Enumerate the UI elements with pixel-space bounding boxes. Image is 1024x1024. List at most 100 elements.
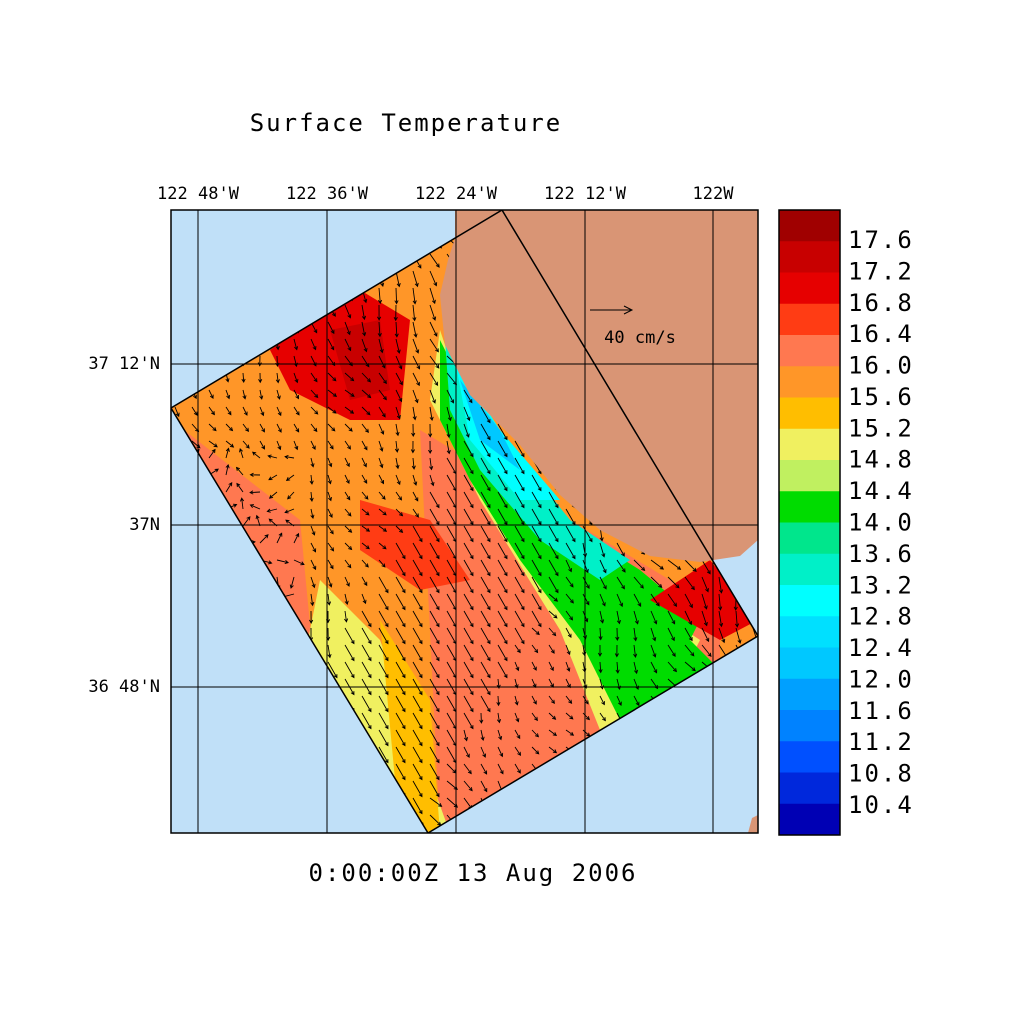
current-arrow	[598, 627, 603, 641]
land	[748, 815, 758, 833]
current-arrow	[378, 525, 388, 532]
current-arrow	[395, 525, 404, 534]
current-arrow	[395, 491, 403, 501]
colorbar-label: 14.8	[848, 446, 914, 474]
current-arrow	[395, 610, 406, 628]
current-arrow	[429, 372, 439, 387]
current-arrow	[497, 559, 508, 577]
current-arrow	[259, 831, 270, 833]
colorbar: 17.6 17.2 16.8 16.4 16.0 15.6 15.2 14.8 14.4 14.0…	[778, 209, 914, 836]
current-arrow	[327, 321, 335, 335]
current-arrow	[429, 712, 440, 730]
current-arrow	[548, 644, 555, 654]
current-arrow	[412, 797, 423, 815]
lat-label: 37N	[129, 515, 160, 535]
current-arrow	[514, 542, 525, 560]
current-arrow	[242, 406, 248, 416]
current-arrow	[191, 831, 197, 833]
current-arrow	[235, 466, 244, 476]
current-arrow	[327, 389, 338, 397]
current-arrow	[275, 372, 280, 384]
current-arrow	[393, 304, 398, 322]
current-arrow	[667, 661, 678, 673]
current-arrow	[310, 423, 318, 433]
current-arrow	[514, 491, 525, 509]
colorbar-label: 11.6	[848, 697, 914, 725]
current-arrow	[446, 440, 451, 455]
current-arrow	[480, 457, 491, 475]
current-arrow	[378, 831, 389, 833]
current-arrow	[412, 321, 418, 338]
current-arrow	[276, 831, 287, 833]
current-arrow	[429, 389, 436, 404]
current-arrow	[548, 661, 554, 672]
current-arrow	[395, 355, 403, 370]
current-arrow	[327, 440, 334, 450]
current-arrow	[344, 338, 352, 352]
current-arrow	[684, 627, 693, 642]
current-arrow	[395, 474, 401, 486]
current-arrow	[565, 712, 574, 720]
current-arrow	[378, 746, 389, 764]
current-arrow	[378, 559, 386, 568]
current-arrow	[514, 729, 521, 740]
current-arrow	[429, 797, 443, 807]
current-arrow	[378, 372, 387, 385]
colorbar-label: 17.6	[848, 226, 914, 254]
current-arrow	[412, 338, 420, 354]
current-arrow	[667, 644, 676, 657]
current-arrow	[412, 712, 423, 730]
current-arrow	[412, 287, 417, 305]
current-arrow	[293, 559, 305, 566]
current-arrow	[378, 729, 389, 747]
current-arrow	[412, 508, 419, 518]
current-arrow	[395, 389, 403, 403]
current-arrow	[684, 576, 695, 591]
reference-arrow	[590, 305, 634, 315]
current-arrow	[378, 644, 389, 662]
current-arrow	[463, 559, 474, 577]
current-arrow	[565, 627, 572, 639]
current-arrow	[309, 474, 314, 485]
current-arrow	[684, 593, 693, 609]
current-arrow	[429, 491, 440, 509]
current-arrow	[378, 610, 389, 628]
current-arrow	[378, 542, 387, 550]
current-arrow	[497, 644, 508, 662]
current-arrow	[463, 423, 470, 438]
current-arrow	[650, 593, 660, 607]
current-arrow	[633, 644, 638, 658]
current-arrow	[236, 482, 244, 493]
current-arrow	[429, 559, 440, 577]
current-arrow	[395, 508, 404, 517]
current-arrow	[480, 474, 491, 492]
current-arrow	[285, 474, 295, 481]
current-arrow	[276, 389, 281, 400]
colorbar-band	[779, 678, 840, 711]
current-arrow	[242, 516, 251, 527]
current-arrow	[249, 472, 261, 477]
current-arrow	[310, 508, 315, 519]
current-arrow	[633, 695, 640, 707]
current-arrow	[429, 729, 440, 747]
current-arrow	[344, 304, 352, 319]
colorbar-band	[779, 772, 840, 805]
current-arrow	[565, 610, 574, 621]
current-arrow	[225, 831, 236, 833]
current-arrow	[497, 661, 508, 679]
current-arrow	[249, 490, 261, 495]
domain-outline	[171, 210, 758, 833]
current-arrow	[412, 474, 418, 486]
current-arrow	[344, 525, 353, 533]
current-arrow	[378, 508, 387, 516]
current-arrow	[497, 491, 508, 509]
current-arrow	[667, 610, 676, 625]
current-arrow	[225, 423, 234, 432]
colorbar-band	[779, 210, 840, 242]
current-arrow	[310, 831, 321, 833]
current-arrow	[259, 406, 265, 417]
colorbar-label: 11.2	[848, 728, 914, 756]
current-arrow	[582, 525, 593, 543]
current-arrow	[429, 338, 439, 353]
current-arrow	[514, 593, 525, 611]
